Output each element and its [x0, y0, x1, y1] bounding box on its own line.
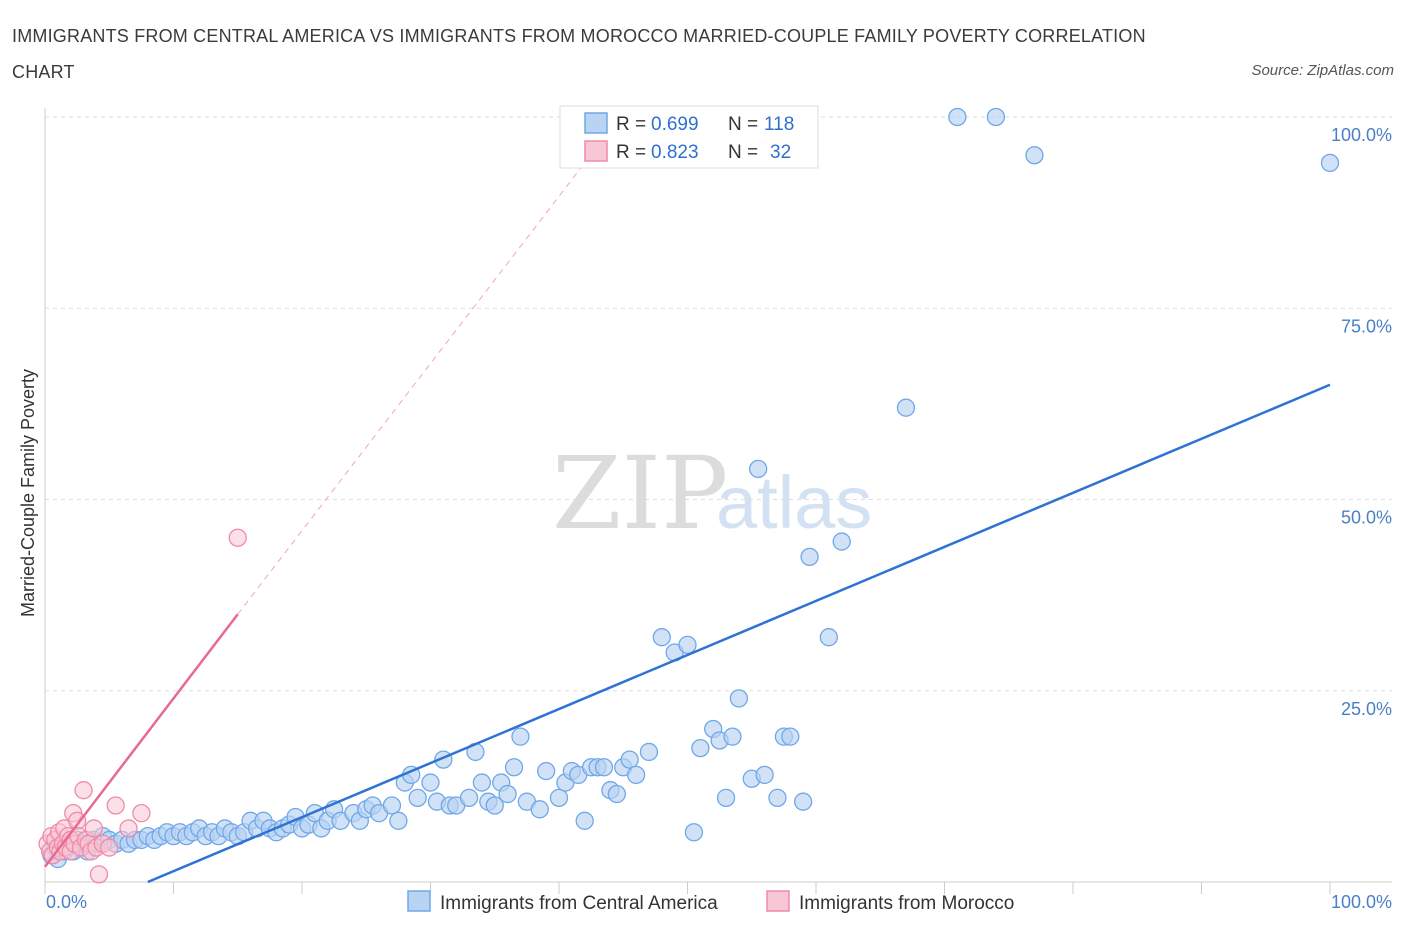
data-point-central-america [626, 765, 646, 785]
tick-labels: 25.0% 50.0% 75.0% 100.0% 0.0% 100.0% [46, 125, 1392, 912]
y-tick-label: 100.0% [1331, 125, 1392, 145]
watermark: ZIP atlas [552, 435, 872, 552]
data-point-central-america [421, 773, 440, 792]
legend-bottom-swatch-pink [766, 890, 790, 912]
data-point-central-america [749, 459, 768, 479]
data-point-central-america [781, 727, 800, 746]
data-point-central-america [639, 742, 659, 762]
data-point-central-america [755, 765, 774, 785]
data-point-central-america [459, 788, 479, 807]
data-point-central-america [691, 738, 710, 758]
data-point-central-america [1320, 153, 1340, 173]
axes [44, 108, 1392, 894]
data-point-central-america [504, 758, 524, 777]
legend-r-value-pink: 0.823 [651, 142, 699, 163]
legend-bottom-label-blue: Immigrants from Central America [440, 893, 718, 914]
legend-bottom-label-pink: Immigrants from Morocco [799, 893, 1014, 914]
data-point-central-america [549, 788, 569, 807]
data-point-central-america [511, 727, 530, 746]
data-point-central-america [729, 689, 749, 708]
y-tick-label: 75.0% [1341, 316, 1392, 336]
legend-r-label-blue: R = [616, 114, 646, 135]
data-point-central-america [678, 635, 697, 654]
legend-n-label-blue: N = [728, 114, 758, 135]
data-point-central-america [819, 628, 838, 647]
legend-n-value-blue: 118 [764, 114, 794, 135]
data-point-central-america [537, 761, 556, 781]
regression-line-central-america [147, 383, 1331, 884]
data-point-central-america [607, 784, 626, 804]
data-point-morocco [74, 781, 93, 800]
data-point-morocco [119, 819, 138, 838]
data-point-central-america [382, 796, 402, 815]
data-point-central-america [986, 107, 1006, 127]
data-point-central-america [794, 792, 813, 811]
data-point-central-america [832, 532, 851, 551]
legend-stats: R = 0.699 N = 118 R = 0.823 N = 32 [559, 105, 819, 169]
data-point-morocco [89, 865, 109, 884]
gridlines [45, 116, 1392, 692]
legend-swatch-pink [584, 140, 608, 162]
y-axis-title: Married-Couple Family Poverty [18, 369, 38, 617]
data-point-central-america [800, 547, 819, 567]
y-tick-label: 50.0% [1341, 508, 1392, 528]
data-point-central-america [896, 398, 916, 417]
watermark-atlas: atlas [716, 461, 872, 544]
data-point-central-america [498, 784, 517, 804]
data-point-central-america [620, 750, 639, 769]
legend-swatch-blue [584, 112, 608, 134]
legend-n-label-pink: N = [728, 142, 758, 163]
legend-r-value-blue: 0.699 [651, 114, 699, 135]
data-point-central-america [472, 773, 492, 792]
regression-line-morocco-extension [237, 162, 586, 615]
data-point-central-america [716, 788, 736, 807]
legend-r-label-pink: R = [616, 142, 646, 163]
data-point-morocco [106, 796, 125, 815]
x-tick-label: 0.0% [46, 892, 87, 912]
data-point-morocco [228, 528, 247, 547]
data-point-central-america [530, 800, 549, 819]
data-point-central-america [389, 811, 408, 830]
data-point-central-america [723, 727, 742, 746]
regression-line-morocco [44, 613, 239, 868]
data-point-central-america [408, 788, 427, 807]
x-tick-label: 100.0% [1331, 892, 1392, 912]
data-point-central-america [684, 823, 704, 842]
data-point-morocco [132, 804, 151, 823]
legend-bottom-swatch-blue [407, 890, 431, 912]
data-point-central-america [575, 811, 594, 830]
watermark-zip: ZIP [552, 435, 728, 552]
legend-n-value-pink: 32 [770, 142, 791, 163]
data-point-central-america [485, 796, 504, 815]
source-label: Source: ZipAtlas.com [1251, 62, 1394, 79]
data-point-central-america [594, 758, 614, 777]
chart-title: IMMIGRANTS FROM CENTRAL AMERICA VS IMMIG… [12, 26, 1146, 82]
legend-series: Immigrants from Central America Immigran… [407, 890, 1014, 914]
y-tick-label: 25.0% [1341, 699, 1392, 719]
data-point-central-america [768, 788, 787, 807]
regression-lines [44, 162, 1331, 884]
data-point-central-america [1025, 146, 1044, 165]
data-point-morocco [84, 819, 103, 838]
data-point-central-america [948, 107, 967, 127]
data-point-central-america [652, 628, 671, 647]
data-point-morocco [100, 838, 119, 857]
